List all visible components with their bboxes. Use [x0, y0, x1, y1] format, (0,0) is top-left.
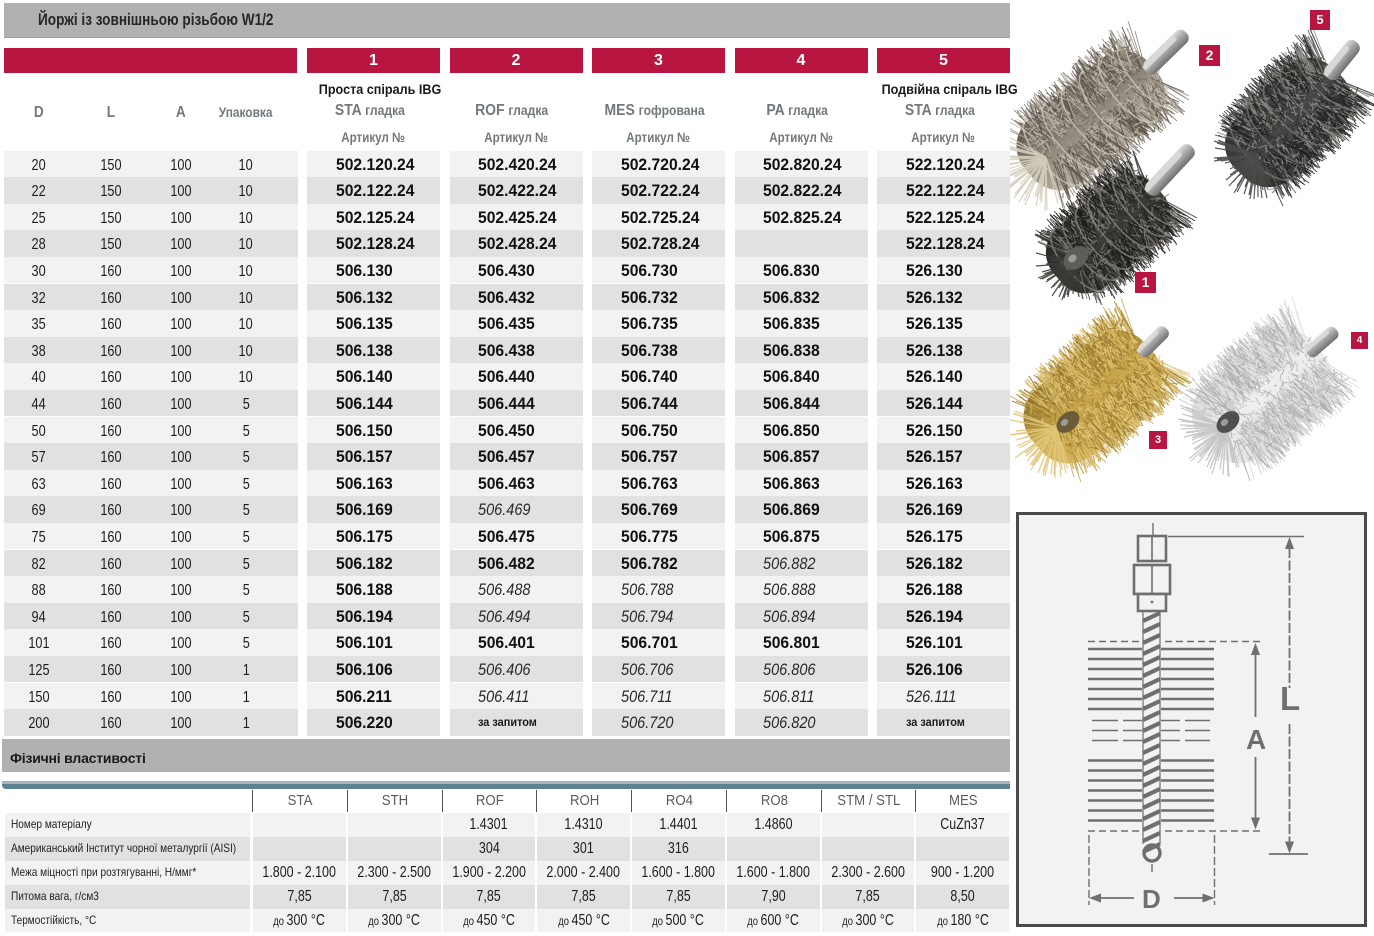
svg-text:D: D [1142, 884, 1161, 914]
svg-text:L: L [1280, 680, 1300, 717]
svg-text:A: A [1246, 724, 1266, 755]
